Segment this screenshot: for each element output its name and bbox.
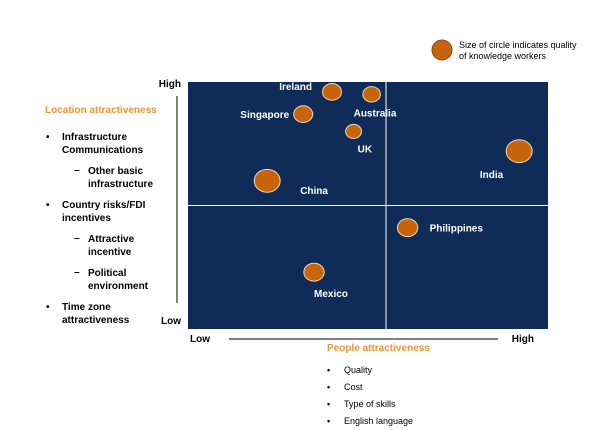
factor-cost: • Cost	[327, 382, 363, 392]
subfactor-political-environment: – Political environment	[74, 267, 149, 292]
factor-english-language: • English language	[327, 416, 414, 426]
bubble-mexico	[303, 262, 325, 282]
people-factors-list: • Quality • Cost • Type of skills • English …	[325, 362, 413, 430]
bubble-label-india: India	[480, 170, 504, 181]
bubble-ireland	[322, 83, 342, 101]
bubble-label-china: China	[300, 186, 328, 197]
bubble-china	[253, 168, 281, 193]
bubble-label-mexico: Mexico	[314, 289, 348, 300]
y-axis-title: Location attractiveness	[45, 105, 157, 116]
size-legend-note: Size of circle indicates quality of know…	[459, 40, 577, 61]
x-axis-title: People attractiveness	[327, 343, 430, 354]
bubble-label-singapore: Singapore	[240, 110, 289, 121]
bubble-label-ireland: Ireland	[279, 82, 312, 93]
subfactor-other-infrastructure: – Other basic infrastructure	[74, 165, 154, 190]
bubble-label-uk: UK	[358, 144, 373, 155]
size-legend-bubble	[431, 39, 453, 61]
location-factors-list: • Infrastructure Communications – Other ba…	[40, 131, 170, 335]
x-tick-label-low: Low	[190, 334, 210, 345]
bubble-australia	[362, 86, 381, 103]
factor-infrastructure: • Infrastructure Communications	[46, 132, 144, 156]
bubble-india	[505, 139, 533, 164]
x-tick-label-high: High	[512, 334, 534, 345]
bubble-label-australia: Australia	[354, 108, 397, 119]
bubble-singapore	[293, 105, 314, 123]
factor-quality: • Quality	[327, 365, 373, 375]
factor-country-risks: • Country risks/FDI incentives	[46, 200, 146, 224]
y-tick-label-high: High	[159, 79, 181, 90]
factor-type-of-skills: • Type of skills	[327, 399, 396, 409]
subfactor-attractive-incentive: – Attractive incentive	[74, 233, 135, 258]
bubble-philippines	[396, 218, 419, 238]
factor-time-zone: • Time zone attractiveness	[46, 302, 130, 326]
y-tick-label-low: Low	[161, 316, 181, 327]
bubble-label-philippines: Philippines	[430, 224, 484, 235]
bubble-uk	[345, 123, 363, 139]
